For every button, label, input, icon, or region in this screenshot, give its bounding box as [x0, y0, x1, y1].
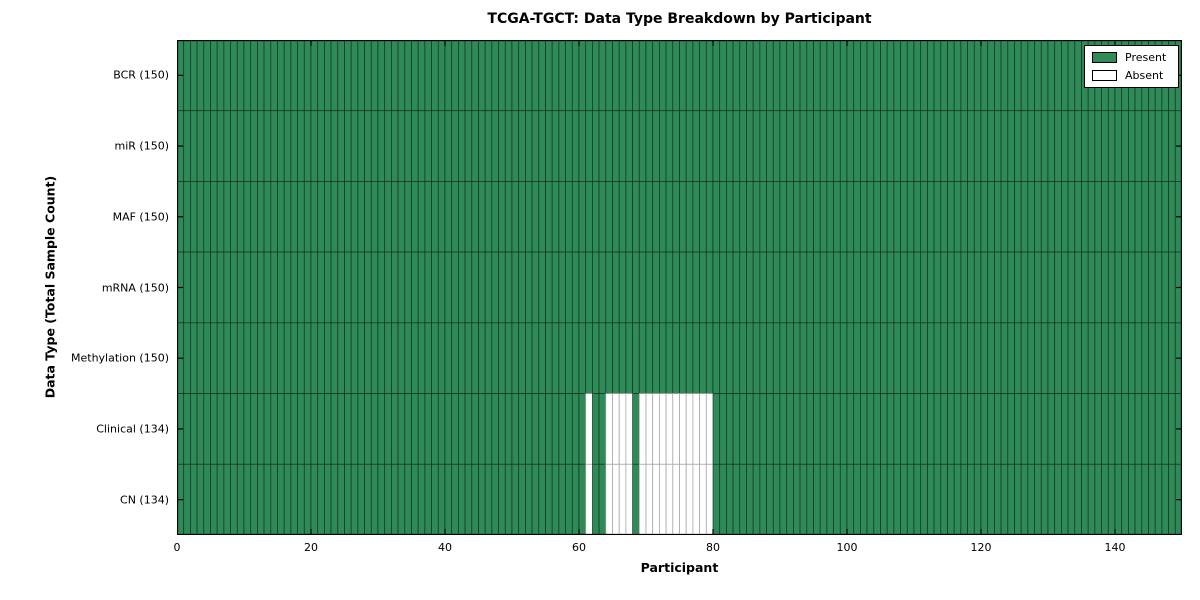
legend: Present Absent [1084, 45, 1179, 88]
plot-area [177, 40, 1182, 535]
y-tick-label-miR: miR (150) [114, 139, 170, 153]
x-tick-label-20: 20 [304, 541, 318, 554]
x-tick-label-80: 80 [706, 541, 720, 554]
y-tick-label-Clinical: Clinical (134) [96, 422, 169, 436]
x-tick-label-120: 120 [970, 541, 992, 554]
legend-swatch-present [1092, 52, 1117, 63]
y-axis-label: Data Type (Total Sample Count) [42, 175, 58, 399]
y-tick-label-mRNA: mRNA (150) [101, 281, 169, 294]
heatmap-svg [177, 40, 1182, 535]
legend-item-absent: Absent [1092, 69, 1171, 82]
legend-swatch-absent [1092, 70, 1117, 81]
x-axis-label: Participant [640, 560, 719, 575]
x-tick-label-0: 0 [173, 541, 181, 554]
chart-title: TCGA-TGCT: Data Type Breakdown by Partic… [487, 11, 872, 27]
legend-label-absent: Absent [1125, 69, 1164, 82]
x-tick-label-40: 40 [438, 541, 452, 554]
x-tick-label-140: 140 [1104, 541, 1126, 554]
y-tick-label-MAF: MAF (150) [112, 210, 169, 224]
legend-item-present: Present [1092, 51, 1171, 64]
y-tick-label-Methylation: Methylation (150) [71, 351, 169, 365]
x-tick-label-100: 100 [836, 541, 858, 554]
legend-label-present: Present [1125, 51, 1167, 64]
y-tick-label-BCR: BCR (150) [113, 68, 169, 82]
y-tick-label-CN: CN (134) [120, 493, 169, 507]
x-tick-label-60: 60 [572, 541, 586, 554]
